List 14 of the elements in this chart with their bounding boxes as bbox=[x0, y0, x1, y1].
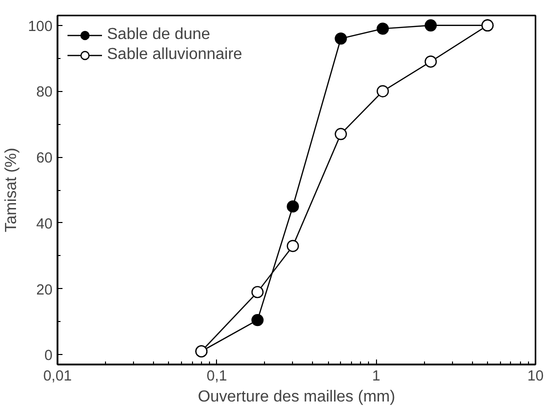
y-tick-label: 20 bbox=[36, 282, 53, 298]
y-axis-title: Tamisat (%) bbox=[3, 148, 20, 232]
y-tick-label: 100 bbox=[28, 18, 53, 35]
legend-label: Sable alluvionnaire bbox=[107, 46, 242, 64]
x-tick-label: 0,01 bbox=[43, 368, 72, 384]
legend-label: Sable de dune bbox=[107, 26, 210, 44]
x-axis-title: Ouverture des mailles (mm) bbox=[198, 388, 396, 406]
x-tick-label: 0,1 bbox=[206, 368, 228, 384]
y-tick-label: 0 bbox=[44, 348, 53, 364]
x-tick-label: 10 bbox=[527, 368, 544, 384]
x-tick-label: 1 bbox=[372, 368, 380, 384]
y-tick-label: 40 bbox=[36, 216, 53, 232]
y-tick-label: 60 bbox=[36, 150, 53, 167]
y-tick-label: 80 bbox=[36, 84, 53, 101]
